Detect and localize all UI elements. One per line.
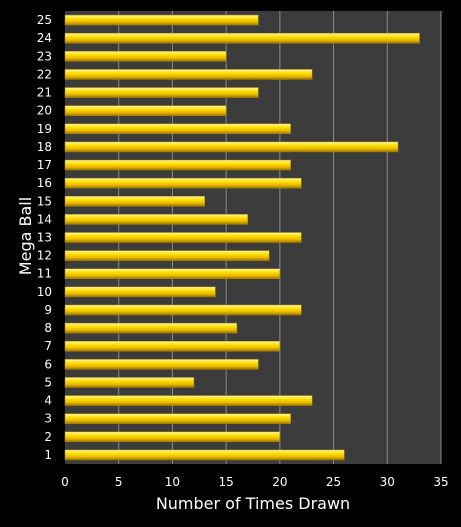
y-tick-labels: 1234567891011121314151617181920212223242… (37, 13, 52, 462)
y-tick-label: 16 (37, 176, 52, 190)
bar-mega-ball-2 (64, 431, 281, 443)
bar-mega-ball-24 (64, 32, 420, 44)
y-tick-label: 13 (37, 231, 52, 245)
y-tick-label: 12 (37, 249, 52, 263)
bar-mega-ball-4 (64, 395, 313, 406)
y-tick-label: 25 (37, 13, 52, 27)
y-tick-label: 5 (44, 375, 52, 389)
bar-mega-ball-13 (64, 232, 302, 243)
bar-mega-ball-16 (64, 177, 302, 189)
y-tick-label: 24 (37, 31, 52, 45)
x-tick-label: 25 (326, 475, 341, 489)
bar-mega-ball-19 (64, 123, 291, 135)
bar-mega-ball-1 (64, 449, 345, 461)
y-tick-label: 17 (37, 158, 52, 172)
bar-mega-ball-9 (64, 304, 302, 316)
x-tick-label: 10 (165, 475, 180, 489)
y-tick-label: 19 (37, 122, 52, 136)
y-tick-label: 22 (37, 67, 52, 81)
y-tick-label: 4 (44, 394, 52, 408)
bar-mega-ball-3 (64, 413, 291, 424)
x-tick-label: 35 (433, 475, 448, 489)
bar-mega-ball-12 (64, 250, 270, 261)
bar-mega-ball-11 (64, 268, 281, 279)
y-tick-label: 2 (44, 430, 52, 444)
bar-mega-ball-25 (64, 14, 259, 26)
y-tick-label: 23 (37, 49, 52, 63)
x-tick-label: 30 (380, 475, 395, 489)
bar-mega-ball-7 (64, 340, 281, 352)
x-tick-label: 20 (272, 475, 287, 489)
bar-mega-ball-15 (64, 196, 205, 207)
y-tick-label: 20 (37, 104, 52, 118)
y-tick-label: 18 (37, 140, 52, 154)
y-tick-label: 15 (37, 194, 52, 208)
bar-mega-ball-21 (64, 87, 259, 98)
x-tick-label: 15 (219, 475, 234, 489)
bar-mega-ball-8 (64, 322, 238, 334)
y-tick-label: 21 (37, 86, 52, 100)
y-tick-label: 3 (44, 412, 52, 426)
bar-mega-ball-14 (64, 214, 248, 225)
x-tick-label: 5 (115, 475, 123, 489)
x-tick-label: 0 (61, 475, 69, 489)
bar-mega-ball-23 (64, 51, 227, 62)
y-tick-label: 11 (37, 267, 52, 281)
bar-mega-ball-17 (64, 159, 291, 171)
y-tick-label: 8 (44, 321, 52, 335)
bar-series (64, 14, 420, 461)
y-tick-label: 1 (44, 448, 52, 462)
y-tick-label: 6 (44, 357, 52, 371)
bar-mega-ball-5 (64, 377, 195, 388)
bar-mega-ball-18 (64, 141, 399, 153)
bar-mega-ball-10 (64, 286, 216, 298)
y-tick-label: 7 (44, 339, 52, 353)
y-tick-label: 10 (37, 285, 52, 299)
x-tick-labels: 0 5 10 15 20 25 30 35 (61, 475, 448, 489)
y-tick-label: 9 (44, 303, 52, 317)
x-axis-title: Number of Times Drawn (156, 494, 350, 513)
y-axis-title: Mega Ball (16, 197, 35, 275)
bar-mega-ball-6 (64, 359, 259, 370)
bar-mega-ball-22 (64, 69, 313, 80)
y-tick-label: 14 (37, 212, 52, 226)
bar-mega-ball-20 (64, 105, 227, 116)
